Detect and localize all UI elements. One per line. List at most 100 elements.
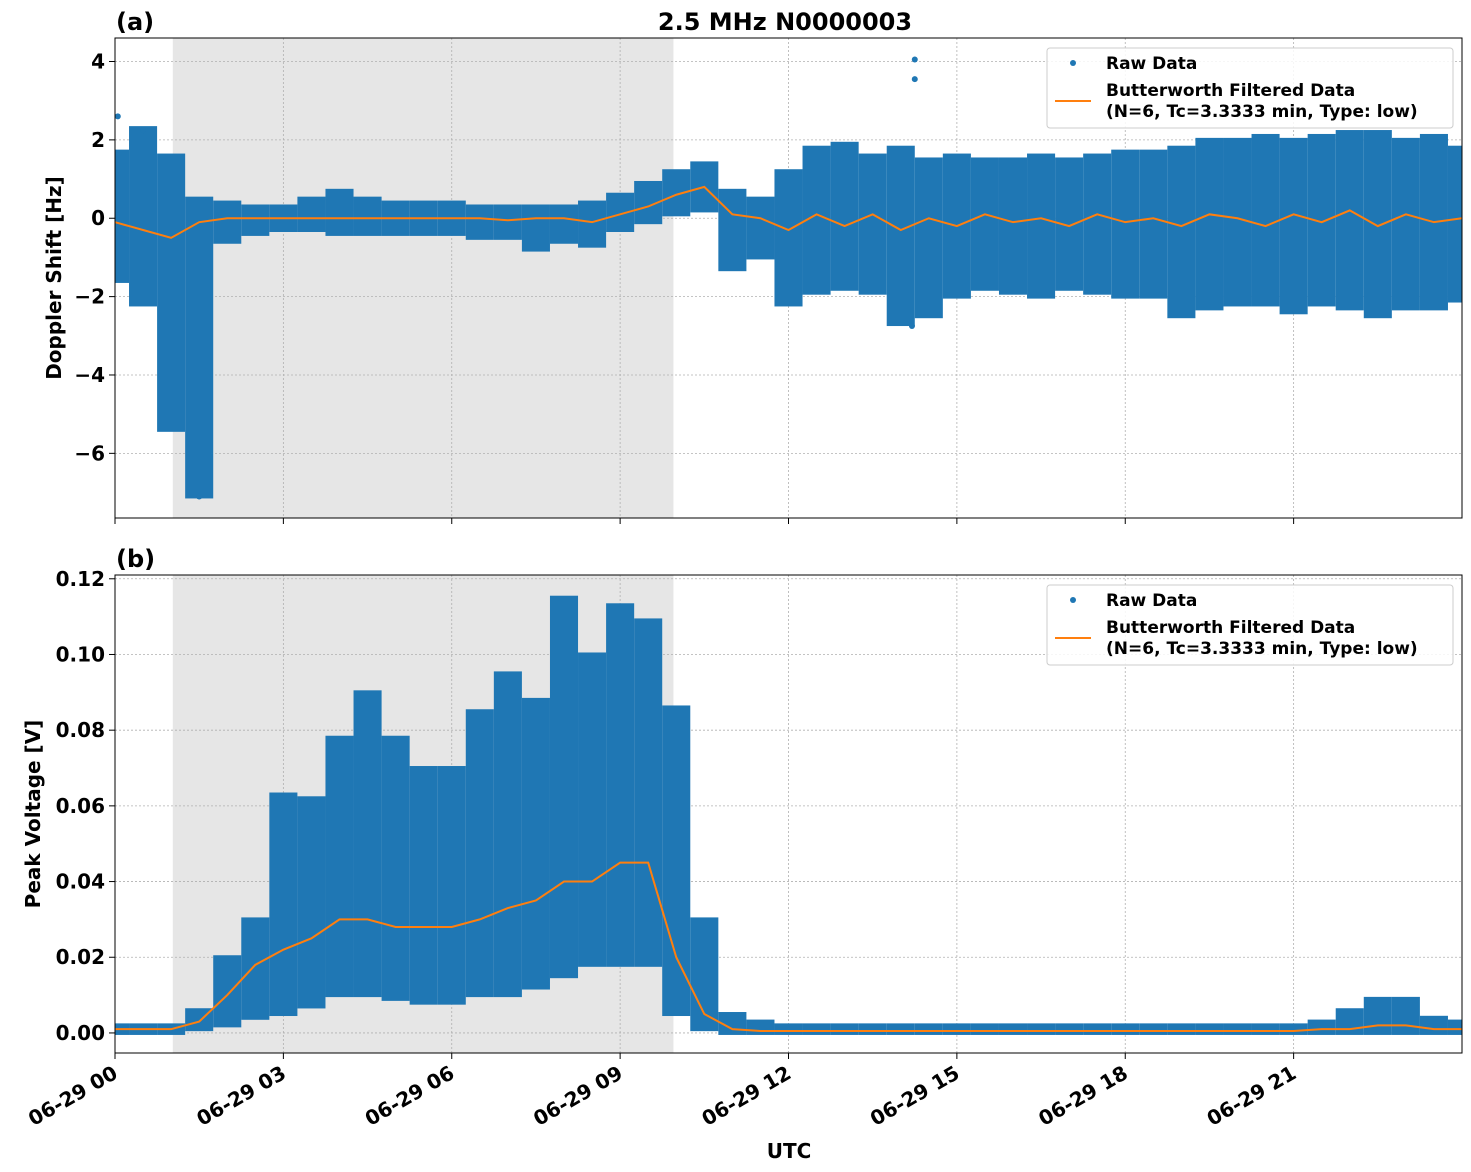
raw-data-bin [465,709,494,998]
raw-data-bin [1279,1023,1308,1035]
chart-title: 2.5 MHz N0000003 [658,8,912,36]
raw-data-bin [970,1023,999,1035]
raw-data-bin [353,690,382,998]
raw-data-bin [774,1023,803,1035]
raw-data-bin [1223,137,1252,307]
x-tick-label: 06-29 00 [24,1061,122,1131]
legend-filtered-label: Butterworth Filtered Data [1106,81,1355,101]
legend-raw-marker [1070,60,1076,66]
y-tick-label: −2 [74,285,105,309]
raw-data-bin [662,705,691,1017]
y-tick-label: 0.00 [56,1021,105,1045]
raw-data-bin [1223,1023,1252,1035]
shaded-interval [172,38,674,518]
raw-data-point [911,76,918,83]
y-tick-label: 0.02 [56,945,105,969]
raw-data-bin [185,196,214,499]
raw-data-bin [1363,996,1392,1035]
raw-data-bin [634,618,663,967]
x-axis-label: UTC [767,1139,812,1163]
raw-data-bin [746,1019,775,1035]
raw-data-bin [858,153,887,295]
raw-data-bin [578,200,607,248]
raw-data-bin [1363,130,1392,319]
raw-data-bin [886,145,915,327]
legend-filtered-params: (N=6, Tc=3.3333 min, Type: low) [1106,639,1418,659]
raw-data-bin [970,157,999,291]
raw-data-bin [437,766,466,1005]
raw-data-bin [1447,145,1462,303]
raw-data-bin [269,792,298,1017]
raw-data-bin [1111,1023,1140,1035]
raw-data-bin [213,200,242,244]
legend-filtered-params: (N=6, Tc=3.3333 min, Type: low) [1106,102,1418,122]
raw-data-bin [1251,1023,1280,1035]
raw-data-bin [1027,1023,1056,1035]
panel-b: 0.00 0.02 0.04 0.06 0.08 0.10 0.12 06-29 00 06-2… [24,567,1463,1131]
raw-data-point [908,323,915,329]
y-tick-label: 0.12 [56,567,105,591]
filtered-line [114,185,1463,239]
legend-raw-label: Raw Data [1106,591,1197,611]
raw-data-bin [606,603,635,967]
raw-data-bin [115,149,130,283]
raw-data-point [140,127,147,134]
raw-data-bin [157,153,186,432]
raw-data-bin [998,157,1028,295]
raw-data-bin [325,188,354,236]
raw-data-bin [1251,133,1280,307]
raw-data-bin [942,1023,971,1035]
x-tick-label: 06-29 15 [866,1061,964,1131]
panel-a-label: (a) [116,8,154,36]
raw-data-bin [1419,1015,1448,1035]
raw-data-bin [830,141,859,291]
raw-data-bin [521,697,550,990]
raw-data-point [196,493,203,500]
raw-data-bin [1307,1019,1336,1035]
raw-data-bin [213,955,242,1028]
raw-data-bin [1139,149,1168,299]
raw-data-bin [802,1023,831,1035]
y-tick-label: −6 [74,441,105,465]
raw-data-bin [1167,1023,1196,1035]
raw-data-bin [1111,149,1140,299]
raw-data-bin [129,126,158,307]
raw-data-bin [830,1023,859,1035]
x-tick-label: 06-29 21 [1203,1061,1301,1131]
raw-data-bin [886,1023,915,1035]
raw-data-bin [1139,1023,1168,1035]
raw-data-bin [521,204,550,252]
raw-data-bin [1083,1023,1112,1035]
raw-data-bin [1195,137,1224,311]
raw-data-bin [297,196,326,232]
raw-data-bin [1391,996,1420,1035]
raw-data-bin [1447,1019,1462,1035]
raw-data-bin [549,595,579,979]
y-tick-label: 0 [91,206,105,230]
raw-data-bin [774,169,803,307]
y-tick-label: 4 [91,50,105,74]
raw-data-bin [325,735,354,998]
x-tick-label: 06-29 03 [192,1061,290,1131]
y-tick-label: 0.08 [56,718,105,742]
x-tick-label: 06-29 06 [361,1061,459,1131]
raw-data-bin [1391,137,1420,311]
y-tick-label: 0.10 [56,642,105,666]
raw-data-bin [746,196,775,260]
raw-data-bin [493,671,522,998]
panel-b-label: (b) [116,545,155,573]
x-tick-label: 06-29 12 [697,1061,795,1131]
raw-data-bin [1279,137,1308,315]
raw-data-bin [1083,153,1112,295]
y-axis-label-a: Doppler Shift [Hz] [42,176,66,380]
raw-data-bin [353,196,382,236]
legend-box [1046,584,1454,666]
x-tick-label: 06-29 18 [1034,1061,1132,1131]
raw-data-bin [1335,130,1364,311]
raw-data-bin [381,735,410,1001]
raw-data-bin [1195,1023,1224,1035]
legend-raw-marker [1070,597,1076,603]
raw-data-bin [1167,145,1196,319]
raw-data-bin [549,204,579,244]
